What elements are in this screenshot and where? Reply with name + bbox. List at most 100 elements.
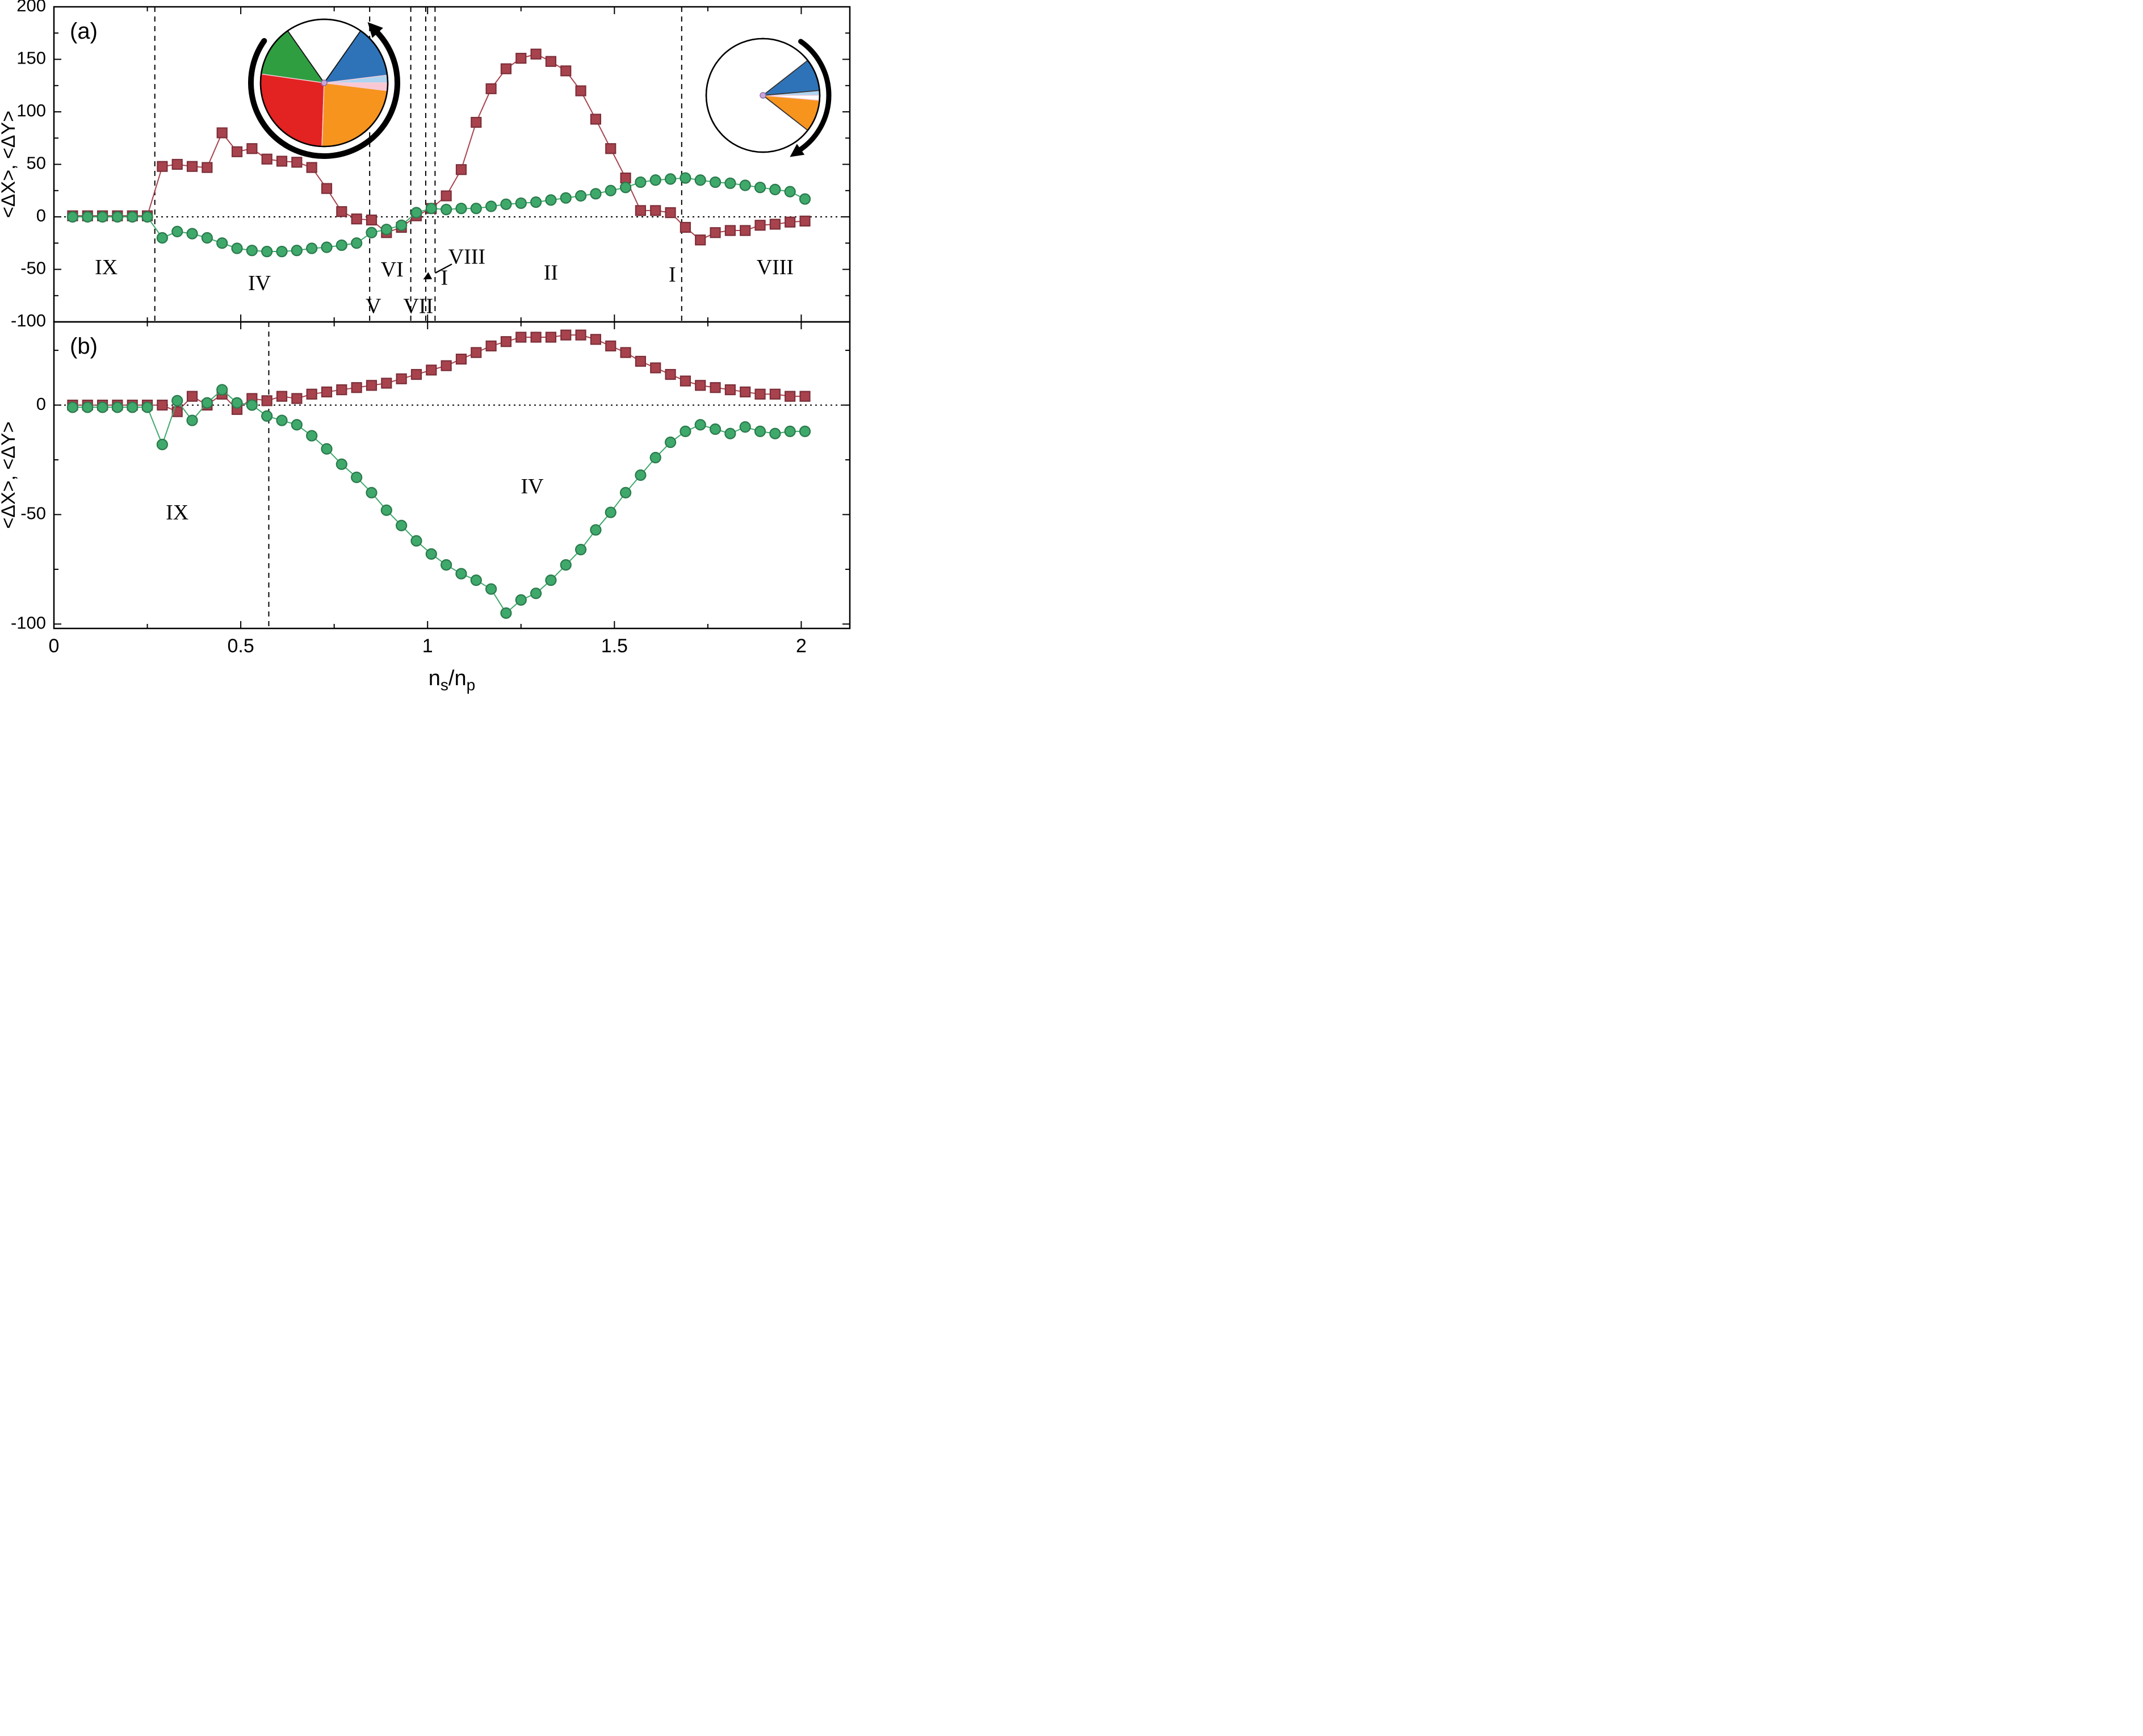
marker-circle [455,568,467,580]
marker-square [724,225,736,236]
marker-square [500,336,512,347]
marker-square [799,391,811,402]
marker-circle [784,425,796,437]
marker-circle [306,430,318,442]
marker-square [605,143,617,154]
marker-circle [500,607,512,619]
y-tick-label: -50 [20,258,46,278]
marker-square [785,391,796,402]
marker-square [590,114,602,125]
y-axis-label: <ΔX>, <ΔY> [0,111,19,218]
marker-square [216,127,228,139]
marker-square [276,391,288,402]
region-label-I: I [669,263,676,287]
marker-circle [560,559,572,571]
marker-square [471,347,482,358]
marker-circle [574,544,587,556]
marker-circle [141,211,153,223]
marker-circle [201,397,213,409]
marker-square [171,158,183,170]
marker-circle [351,237,363,249]
marker-circle [231,242,243,254]
marker-square [291,157,303,168]
marker-circle [425,548,437,560]
marker-circle [680,425,691,437]
marker-square [351,213,362,225]
marker-circle [201,232,213,244]
marker-circle [500,198,512,210]
marker-circle [799,193,811,205]
marker-circle [425,203,437,215]
marker-circle [82,401,94,413]
marker-square [754,220,766,231]
x-tick-label: 1.5 [601,635,628,657]
pie-obstacle-large [248,18,400,159]
marker-circle [441,203,452,216]
y-tick-label: 100 [16,100,46,120]
marker-circle [156,232,168,244]
marker-circle [141,401,153,413]
marker-square [799,215,811,227]
marker-circle [66,401,79,413]
marker-circle [97,401,108,413]
marker-circle [664,437,677,448]
marker-square [769,388,781,400]
marker-circle [186,228,198,240]
marker-square [426,364,437,376]
marker-square [410,368,422,380]
marker-circle [380,224,392,236]
x-tick-label: 0.5 [227,635,254,657]
marker-circle [709,176,722,188]
pie-pivot-dot [760,92,766,99]
y-tick-label: 200 [16,0,46,15]
marker-circle [545,194,557,206]
marker-circle [276,414,288,426]
marker-square [276,156,288,167]
region-label-I: I [441,266,448,290]
marker-circle [291,419,303,431]
y-tick-label: 150 [16,48,46,68]
marker-circle [82,211,94,223]
marker-circle [261,245,273,258]
marker-circle [635,469,647,481]
marker-square [455,164,467,175]
y-tick-label: 0 [36,206,46,225]
marker-circle [336,458,347,470]
marker-square [157,161,168,172]
marker-square [680,221,691,233]
marker-circle [694,419,706,431]
marker-circle [441,559,452,571]
marker-square [186,161,198,172]
marker-square [515,53,527,64]
marker-square [575,85,586,97]
marker-circle [619,182,632,194]
marker-square [485,83,497,94]
region-label-IX: IX [166,501,188,525]
region-label-IX: IX [95,255,118,279]
marker-circle [336,239,347,251]
marker-square [291,393,303,404]
marker-square [650,205,661,216]
marker-circle [560,192,572,204]
marker-square [545,332,557,343]
y-tick-label: 50 [27,153,46,173]
marker-square [545,56,557,67]
marker-circle [635,176,647,188]
marker-circle [396,219,408,231]
marker-square [724,384,736,396]
marker-square [710,227,721,238]
marker-circle [111,211,123,223]
marker-circle [769,183,781,195]
figure: IX IV V VI VII VIII I II I VIII 200 150 100 50 0 -50 -10… [0,0,857,694]
marker-square [575,329,586,341]
marker-circle [649,174,661,186]
marker-square [515,332,527,343]
marker-circle [97,211,108,223]
marker-square [396,373,407,384]
marker-circle [739,179,751,191]
marker-circle [127,401,139,413]
marker-circle [366,487,378,498]
marker-square [590,334,602,345]
marker-square [336,206,347,217]
